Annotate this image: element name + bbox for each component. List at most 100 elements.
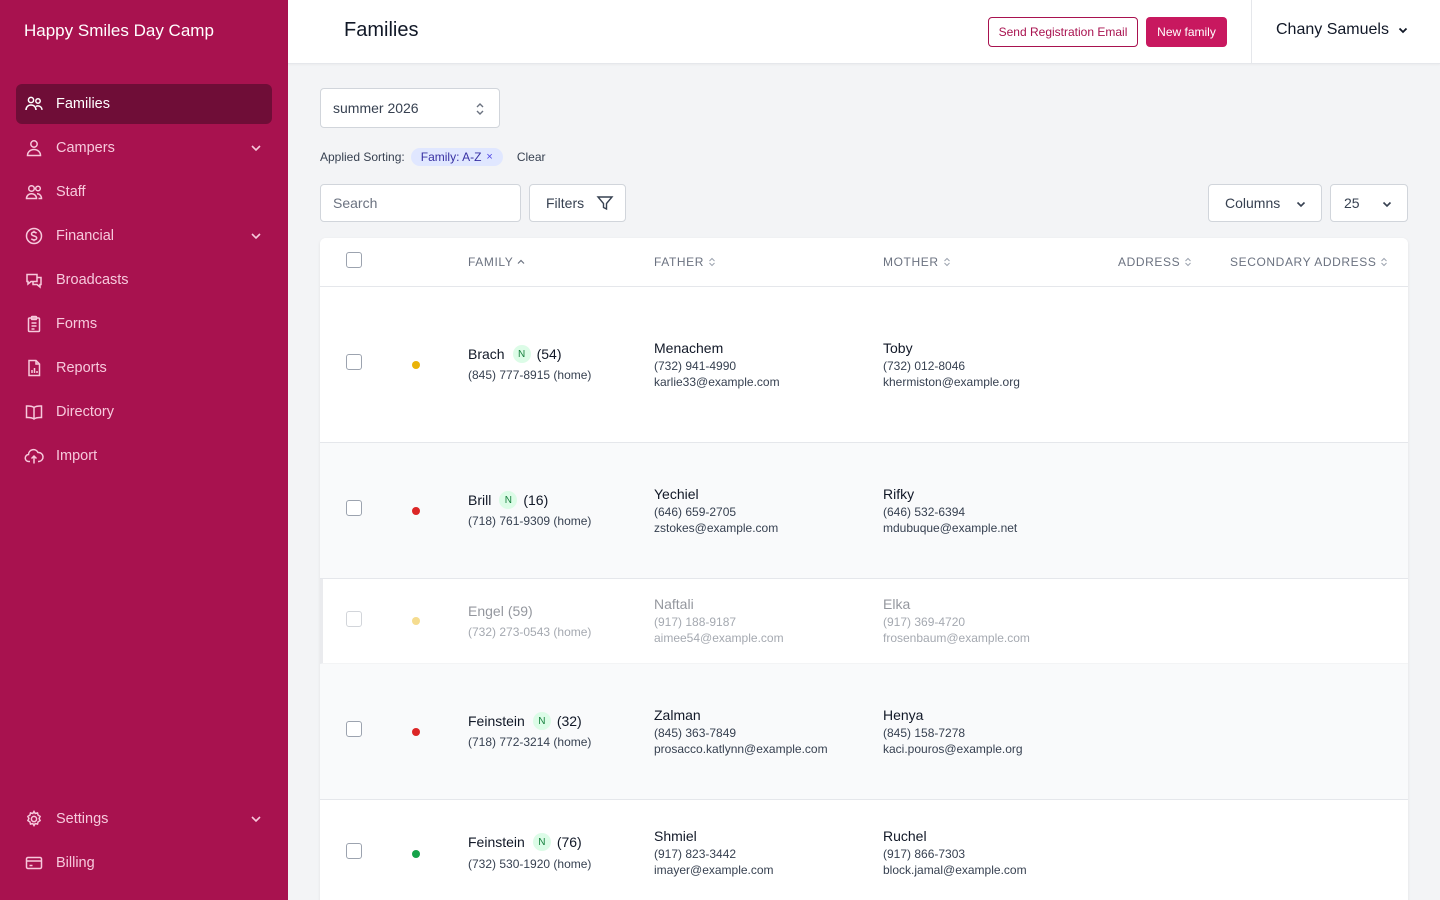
father-email[interactable]: prosacco.katlynn@example.com: [654, 742, 828, 756]
family-phone: (732) 530-1920 (home): [468, 857, 592, 871]
user-name: Chany Samuels: [1276, 21, 1389, 38]
table-row[interactable]: Feinstein N (32) (718) 772-3214 (home) Z…: [320, 664, 1408, 800]
column-header-label: FATHER: [654, 255, 705, 269]
family-surname: Feinstein: [468, 713, 525, 729]
mother-email[interactable]: frosenbaum@example.com: [883, 631, 1030, 645]
send-registration-email-button[interactable]: Send Registration Email: [988, 17, 1138, 47]
column-header-secondary-address[interactable]: SECONDARY ADDRESS: [1230, 255, 1388, 269]
mother-name: Elka: [883, 596, 911, 612]
sidebar-item-reports[interactable]: Reports: [16, 348, 272, 388]
sort-icon: [1185, 257, 1192, 267]
row-checkbox[interactable]: [346, 721, 362, 737]
row-checkbox[interactable]: [346, 500, 362, 516]
filters-button[interactable]: Filters: [529, 184, 626, 222]
family-name[interactable]: Brach N (54): [468, 345, 561, 363]
sidebar-item-label: Settings: [56, 811, 109, 827]
column-header-label: FAMILY: [468, 255, 514, 269]
sidebar-item-label: Import: [56, 448, 98, 464]
user-menu[interactable]: Chany Samuels: [1276, 21, 1409, 39]
father-email[interactable]: zstokes@example.com: [654, 521, 779, 535]
sidebar-item-families[interactable]: Families: [16, 84, 272, 124]
family-name[interactable]: Brill N (16): [468, 491, 548, 509]
per-page-select[interactable]: 25: [1330, 184, 1408, 222]
mother-phone: (845) 158-7278: [883, 726, 966, 740]
sort-icon: [709, 257, 715, 267]
family-phone: (718) 761-9309 (home): [468, 514, 592, 528]
mother-email[interactable]: khermiston@example.org: [883, 375, 1020, 389]
remove-sort-icon[interactable]: ×: [486, 151, 493, 163]
family-count: (59): [507, 603, 533, 619]
sort-chip: Family: A-Z ×: [410, 148, 503, 166]
sidebar-item-label: Billing: [56, 855, 95, 871]
mother-name: Henya: [883, 707, 924, 723]
table-row[interactable]: Feinstein N (76) (732) 530-1920 (home) S…: [320, 800, 1408, 900]
family-phone: (732) 273-0543 (home): [468, 625, 592, 639]
header-divider: [1251, 0, 1252, 64]
status-dot: [412, 850, 420, 858]
sidebar-item-directory[interactable]: Directory: [16, 392, 272, 432]
mother-name: Ruchel: [883, 828, 927, 844]
page-title: Families: [344, 19, 419, 41]
new-family-button[interactable]: New family: [1146, 17, 1227, 47]
chevron-down-icon[interactable]: [248, 140, 264, 156]
sidebar-item-label: Financial: [56, 228, 115, 244]
search-input[interactable]: [320, 184, 521, 222]
father-phone: (917) 823-3442: [654, 847, 737, 861]
table-row[interactable]: Brill N (16) (718) 761-9309 (home) Yechi…: [320, 443, 1408, 579]
family-name[interactable]: Feinstein N (76): [468, 833, 582, 851]
father-email[interactable]: aimee54@example.com: [654, 631, 784, 645]
row-checkbox[interactable]: [346, 611, 362, 627]
chevron-down-icon: [1398, 27, 1408, 34]
mother-phone: (917) 369-4720: [883, 615, 966, 629]
sidebar: Happy Smiles Day Camp Families Campers S…: [0, 0, 288, 900]
select-all-checkbox[interactable]: [346, 252, 362, 268]
chevron-down-icon[interactable]: [248, 228, 264, 244]
sidebar-item-import[interactable]: Import: [16, 436, 272, 476]
mother-phone: (917) 866-7303: [883, 847, 966, 861]
mother-email[interactable]: kaci.pouros@example.org: [883, 742, 1023, 756]
status-dot: [412, 728, 420, 736]
season-select[interactable]: summer 2026: [320, 88, 500, 128]
book-icon: [24, 402, 44, 422]
family-name[interactable]: Feinstein N (32): [468, 712, 582, 730]
select-arrows-icon: [476, 103, 484, 115]
column-header-family[interactable]: FAMILY: [468, 255, 525, 269]
sidebar-item-broadcasts[interactable]: Broadcasts: [16, 260, 272, 300]
table-row[interactable]: Engel (59) (732) 273-0543 (home) Naftali…: [320, 579, 1408, 664]
family-surname: Feinstein: [468, 834, 525, 850]
sidebar-item-settings[interactable]: Settings: [16, 799, 272, 839]
column-header-mother[interactable]: MOTHER: [883, 255, 951, 269]
mother-email[interactable]: block.jamal@example.com: [883, 863, 1027, 877]
sidebar-item-billing[interactable]: Billing: [16, 843, 272, 883]
table-header: FAMILY FATHER MOTHER ADDRESS SECONDARY A…: [320, 238, 1408, 287]
top-header: Families Send Registration Email New fam…: [288, 0, 1440, 64]
sidebar-item-label: Broadcasts: [56, 272, 129, 288]
clear-sorting-link[interactable]: Clear: [516, 150, 546, 164]
row-checkbox[interactable]: [346, 354, 362, 370]
sidebar-item-financial[interactable]: Financial: [16, 216, 272, 256]
mother-phone: (646) 532-6394: [883, 505, 966, 519]
sort-icon: [943, 257, 950, 267]
status-dot: [412, 507, 420, 515]
staff-icon: [24, 182, 44, 202]
columns-button[interactable]: Columns: [1208, 184, 1322, 222]
applied-sorting: Applied Sorting: Family: A-Z × Clear: [320, 147, 546, 167]
father-phone: (845) 363-7849: [654, 726, 737, 740]
row-checkbox[interactable]: [346, 843, 362, 859]
new-badge: N: [512, 345, 531, 363]
father-email[interactable]: karlie33@example.com: [654, 375, 780, 389]
sidebar-bottom-nav: Settings Billing: [16, 799, 272, 887]
sidebar-item-staff[interactable]: Staff: [16, 172, 272, 212]
table-row[interactable]: Brach N (54) (845) 777-8915 (home) Menac…: [320, 287, 1408, 443]
father-email[interactable]: imayer@example.com: [654, 863, 774, 877]
sidebar-item-forms[interactable]: Forms: [16, 304, 272, 344]
brand-name: Happy Smiles Day Camp: [24, 21, 214, 40]
sidebar-item-campers[interactable]: Campers: [16, 128, 272, 168]
mother-email[interactable]: mdubuque@example.net: [883, 521, 1018, 535]
column-header-address[interactable]: ADDRESS: [1118, 255, 1192, 269]
family-surname: Brill: [468, 492, 492, 508]
chevron-down-icon[interactable]: [248, 811, 264, 827]
father-phone: (732) 941-4990: [654, 359, 737, 373]
column-header-father[interactable]: FATHER: [654, 255, 716, 269]
family-name[interactable]: Engel (59): [468, 603, 533, 619]
